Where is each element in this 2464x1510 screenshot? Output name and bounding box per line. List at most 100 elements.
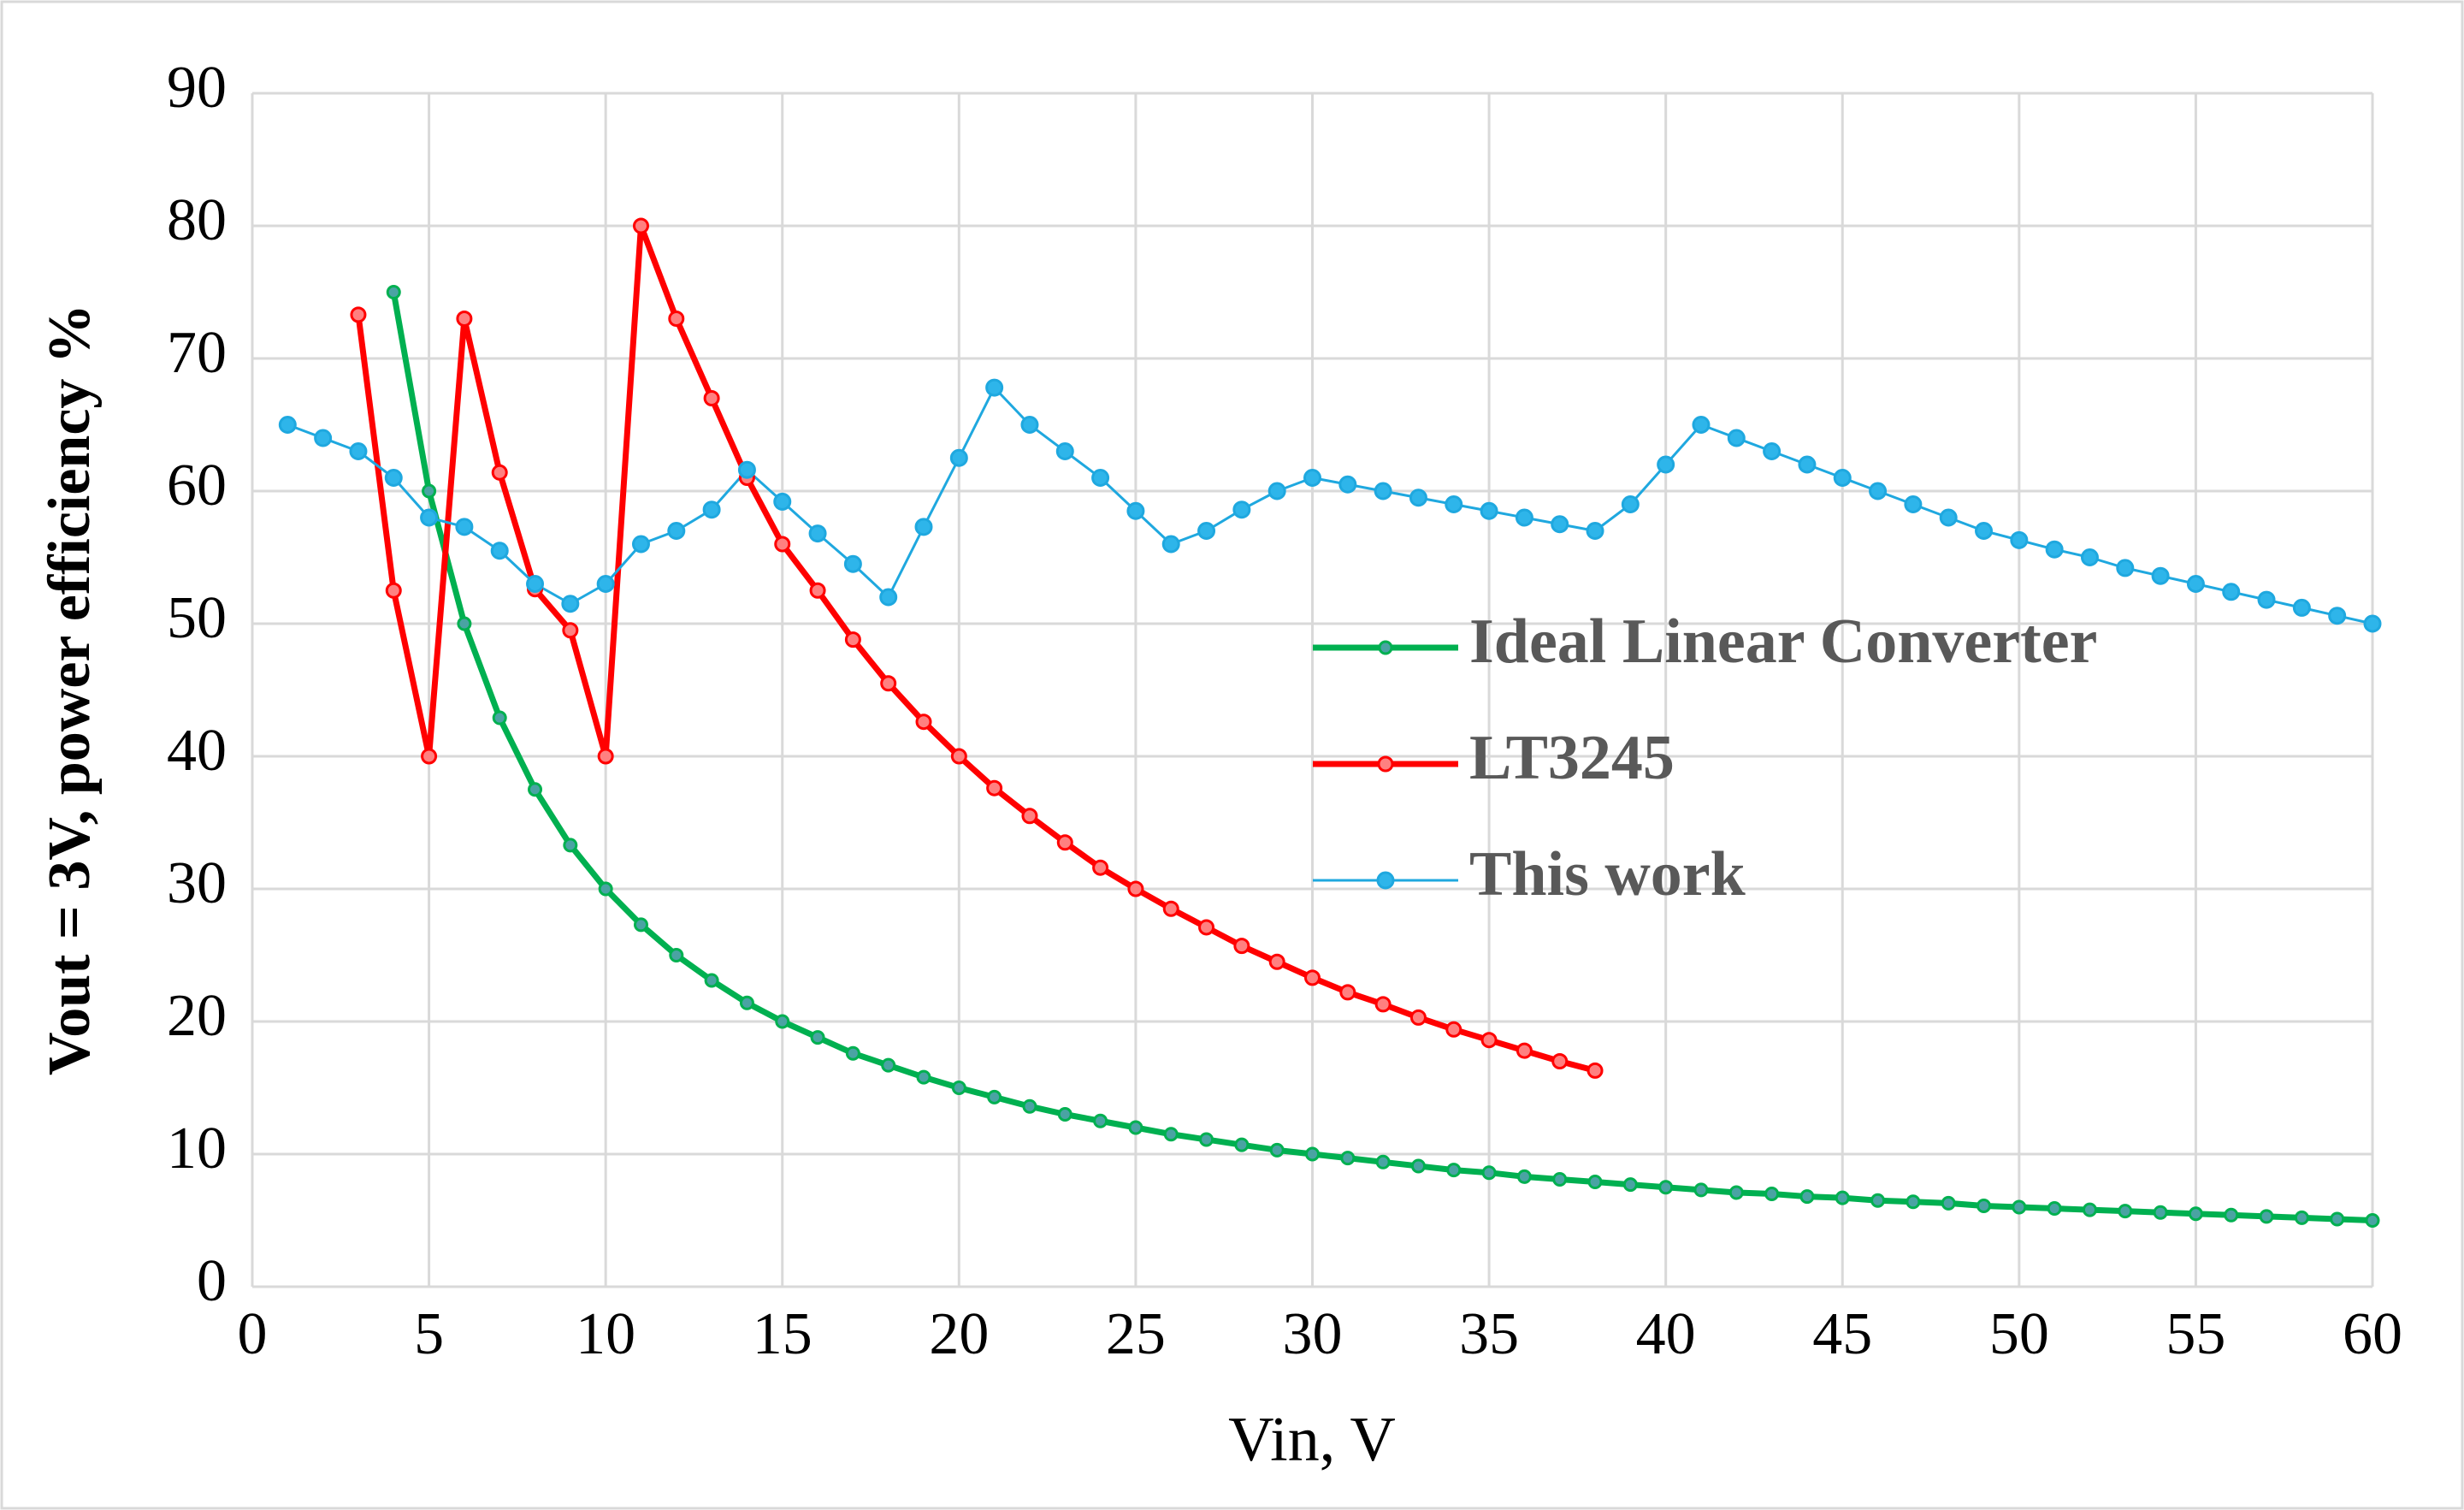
data-point — [2116, 559, 2135, 577]
data-point — [1446, 1163, 1462, 1178]
data-point — [879, 588, 898, 607]
data-point — [1232, 500, 1251, 519]
y-tick-label: 70 — [167, 320, 227, 386]
data-point — [457, 616, 472, 631]
data-point — [1621, 495, 1640, 513]
data-point — [2151, 566, 2170, 585]
data-point — [2012, 1199, 2027, 1215]
data-point — [563, 838, 578, 853]
data-point — [1693, 1182, 1709, 1198]
data-point — [2118, 1204, 2133, 1219]
data-point — [386, 285, 401, 299]
data-point — [2363, 614, 2382, 633]
data-point — [1480, 501, 1498, 520]
data-point — [1869, 482, 1888, 500]
data-point — [1798, 455, 1817, 474]
data-point — [843, 554, 862, 573]
data-point — [737, 460, 756, 479]
legend-marker — [1377, 755, 1394, 773]
data-point — [633, 917, 648, 933]
data-point — [844, 631, 861, 648]
data-point — [384, 469, 403, 487]
data-point — [950, 748, 967, 765]
x-tick-label: 5 — [414, 1301, 444, 1367]
data-point — [1022, 1098, 1037, 1114]
data-point — [598, 881, 613, 897]
x-tick-label: 30 — [1283, 1301, 1343, 1367]
legend-label: LT3245 — [1469, 723, 1675, 793]
data-point — [2080, 548, 2099, 566]
data-point — [1727, 429, 1746, 447]
data-point — [1198, 919, 1215, 936]
data-point — [1763, 442, 1782, 460]
data-point — [2292, 598, 2311, 617]
data-point — [1303, 469, 1321, 487]
data-point — [2045, 540, 2064, 559]
data-point — [845, 1045, 860, 1061]
data-point — [985, 378, 1004, 397]
data-point — [596, 575, 615, 593]
data-point — [1162, 900, 1179, 917]
data-point — [1658, 1180, 1674, 1195]
data-point — [2153, 1205, 2168, 1220]
data-point — [1692, 416, 1711, 434]
data-point — [492, 710, 507, 725]
y-tick-label: 90 — [167, 55, 227, 121]
data-point — [1374, 482, 1392, 500]
data-point — [1374, 996, 1392, 1013]
data-point — [490, 542, 509, 560]
data-point — [491, 464, 508, 481]
data-point — [1480, 1032, 1498, 1049]
y-axis-title: Vout = 3V, power efficiency % — [37, 304, 103, 1075]
data-point — [561, 595, 580, 613]
y-tick-label: 0 — [197, 1248, 227, 1314]
data-point — [1197, 522, 1216, 540]
data-point — [1199, 1132, 1214, 1147]
data-point — [668, 311, 685, 327]
y-tick-label: 50 — [167, 585, 227, 651]
x-tick-label: 50 — [1989, 1301, 2049, 1367]
data-point — [1161, 535, 1180, 554]
x-tick-label: 45 — [1812, 1301, 1872, 1367]
data-point — [1516, 1169, 1532, 1184]
x-tick-label: 25 — [1106, 1301, 1166, 1367]
y-tick-label: 20 — [167, 983, 227, 1049]
data-point — [1728, 1185, 1744, 1200]
data-point — [350, 306, 367, 323]
data-point — [1516, 1042, 1533, 1059]
data-point — [916, 1069, 931, 1085]
data-point — [2010, 530, 2029, 549]
data-point — [420, 508, 439, 527]
data-point — [669, 948, 684, 962]
data-point — [1586, 522, 1604, 540]
data-point — [1163, 1127, 1179, 1142]
data-point — [421, 748, 438, 765]
data-point — [1055, 442, 1074, 460]
data-point — [456, 311, 473, 327]
x-tick-label: 15 — [753, 1301, 812, 1367]
data-point — [987, 1089, 1002, 1104]
data-point — [2365, 1213, 2380, 1228]
data-point — [1409, 1009, 1427, 1026]
data-point — [1268, 953, 1285, 970]
data-point — [775, 1014, 790, 1029]
data-point — [1093, 1113, 1108, 1128]
y-tick-label: 10 — [167, 1116, 227, 1181]
data-point — [1515, 508, 1533, 527]
x-tick-label: 40 — [1636, 1301, 1696, 1367]
legend-marker — [1376, 871, 1395, 890]
data-point — [1305, 1146, 1320, 1162]
data-point — [314, 429, 333, 447]
data-point — [455, 518, 474, 536]
x-tick-label: 20 — [929, 1301, 989, 1367]
y-tick-label: 30 — [167, 850, 227, 916]
x-tick-label: 35 — [1459, 1301, 1519, 1367]
data-point — [667, 522, 686, 540]
x-tick-label: 55 — [2166, 1301, 2225, 1367]
data-point — [597, 748, 614, 765]
data-point — [385, 582, 402, 599]
data-point — [1375, 1154, 1391, 1170]
data-point — [1906, 1194, 1921, 1210]
